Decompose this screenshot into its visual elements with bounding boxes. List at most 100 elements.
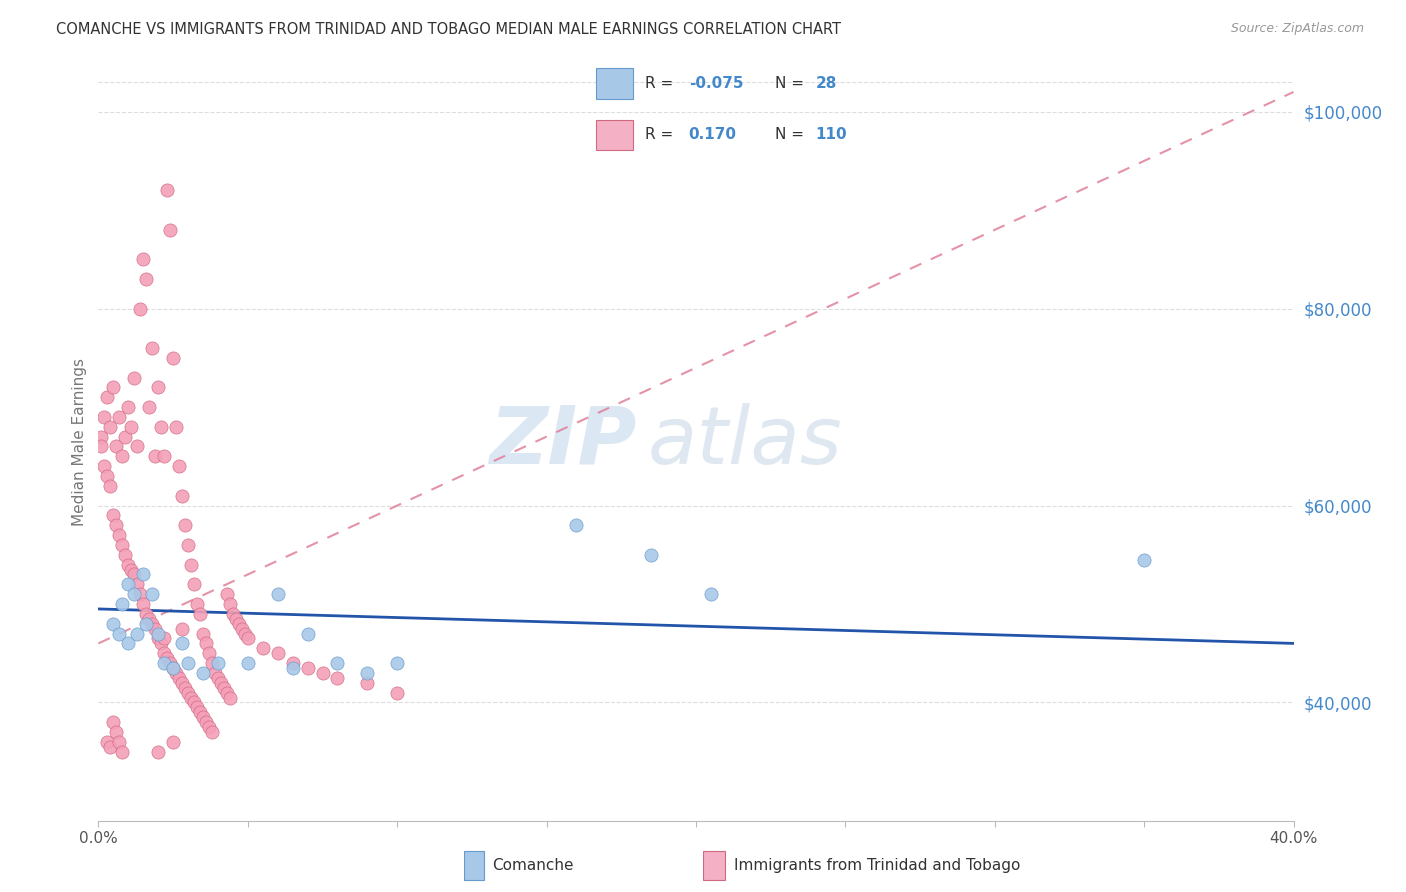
Point bbox=[700, 587, 723, 601]
Point bbox=[98, 419, 122, 434]
Point bbox=[198, 720, 221, 734]
Point bbox=[114, 548, 136, 562]
Point bbox=[96, 469, 118, 483]
Text: 110: 110 bbox=[815, 128, 846, 143]
Point bbox=[93, 409, 115, 424]
Point bbox=[90, 440, 112, 454]
Point bbox=[156, 184, 179, 198]
Point bbox=[135, 607, 157, 621]
FancyBboxPatch shape bbox=[596, 69, 633, 99]
Point bbox=[105, 725, 128, 739]
Point bbox=[177, 656, 200, 670]
Point bbox=[228, 616, 250, 631]
Point bbox=[132, 597, 155, 611]
Point bbox=[326, 671, 349, 685]
Point bbox=[191, 626, 214, 640]
Point bbox=[162, 351, 184, 365]
Point bbox=[153, 632, 176, 646]
Point bbox=[297, 661, 319, 675]
Point bbox=[186, 700, 208, 714]
Text: Source: ZipAtlas.com: Source: ZipAtlas.com bbox=[1230, 22, 1364, 36]
Point bbox=[236, 632, 259, 646]
Point bbox=[222, 607, 245, 621]
Point bbox=[150, 419, 173, 434]
Point bbox=[165, 419, 187, 434]
Point bbox=[120, 563, 142, 577]
Point bbox=[120, 419, 142, 434]
Point bbox=[326, 656, 349, 670]
Point bbox=[138, 400, 160, 414]
Point bbox=[153, 646, 176, 660]
Point bbox=[174, 518, 197, 533]
Point bbox=[162, 661, 184, 675]
Point bbox=[311, 665, 333, 680]
Point bbox=[215, 685, 238, 699]
Point bbox=[180, 558, 202, 572]
Point bbox=[385, 685, 409, 699]
Point bbox=[1133, 552, 1156, 566]
FancyBboxPatch shape bbox=[703, 851, 724, 880]
Point bbox=[150, 636, 173, 650]
Text: atlas: atlas bbox=[648, 402, 844, 481]
Point bbox=[117, 400, 139, 414]
Point bbox=[98, 739, 122, 754]
Point bbox=[233, 626, 256, 640]
Point bbox=[108, 735, 131, 749]
Point bbox=[103, 508, 125, 523]
Point bbox=[111, 597, 134, 611]
Point bbox=[162, 661, 184, 675]
Point bbox=[98, 479, 122, 493]
Point bbox=[167, 671, 190, 685]
Point bbox=[117, 577, 139, 591]
Point bbox=[141, 587, 163, 601]
Point bbox=[108, 626, 131, 640]
Point bbox=[124, 587, 146, 601]
Point bbox=[153, 450, 176, 464]
Point bbox=[195, 636, 218, 650]
Point bbox=[207, 656, 229, 670]
Text: ZIP: ZIP bbox=[489, 402, 637, 481]
Point bbox=[198, 646, 221, 660]
Point bbox=[297, 626, 319, 640]
Point bbox=[188, 607, 211, 621]
Point bbox=[385, 656, 409, 670]
Point bbox=[141, 616, 163, 631]
Point bbox=[148, 632, 170, 646]
Point bbox=[148, 380, 170, 394]
Point bbox=[103, 616, 125, 631]
Point bbox=[201, 725, 224, 739]
Point bbox=[236, 656, 259, 670]
Point bbox=[111, 745, 134, 759]
Point bbox=[356, 665, 378, 680]
Point bbox=[186, 597, 208, 611]
Text: COMANCHE VS IMMIGRANTS FROM TRINIDAD AND TOBAGO MEDIAN MALE EARNINGS CORRELATION: COMANCHE VS IMMIGRANTS FROM TRINIDAD AND… bbox=[56, 22, 841, 37]
Point bbox=[281, 656, 304, 670]
Point bbox=[267, 646, 290, 660]
Point bbox=[103, 380, 125, 394]
Point bbox=[159, 223, 181, 237]
Point bbox=[153, 656, 176, 670]
Point bbox=[191, 710, 214, 724]
Point bbox=[124, 567, 146, 582]
Point bbox=[93, 459, 115, 474]
Point bbox=[172, 489, 194, 503]
Point bbox=[148, 745, 170, 759]
Point bbox=[105, 440, 128, 454]
Point bbox=[225, 612, 247, 626]
Text: -0.075: -0.075 bbox=[689, 76, 744, 91]
Text: Immigrants from Trinidad and Tobago: Immigrants from Trinidad and Tobago bbox=[734, 858, 1021, 872]
Point bbox=[177, 538, 200, 552]
Y-axis label: Median Male Earnings: Median Male Earnings bbox=[72, 358, 87, 525]
Text: N =: N = bbox=[775, 76, 808, 91]
Point bbox=[108, 528, 131, 542]
Text: R =: R = bbox=[645, 76, 679, 91]
Point bbox=[159, 656, 181, 670]
FancyBboxPatch shape bbox=[464, 851, 484, 880]
Point bbox=[183, 696, 205, 710]
Point bbox=[172, 636, 194, 650]
Point bbox=[231, 622, 253, 636]
Point bbox=[165, 665, 187, 680]
Point bbox=[141, 341, 163, 355]
Point bbox=[219, 597, 242, 611]
Point bbox=[209, 675, 232, 690]
